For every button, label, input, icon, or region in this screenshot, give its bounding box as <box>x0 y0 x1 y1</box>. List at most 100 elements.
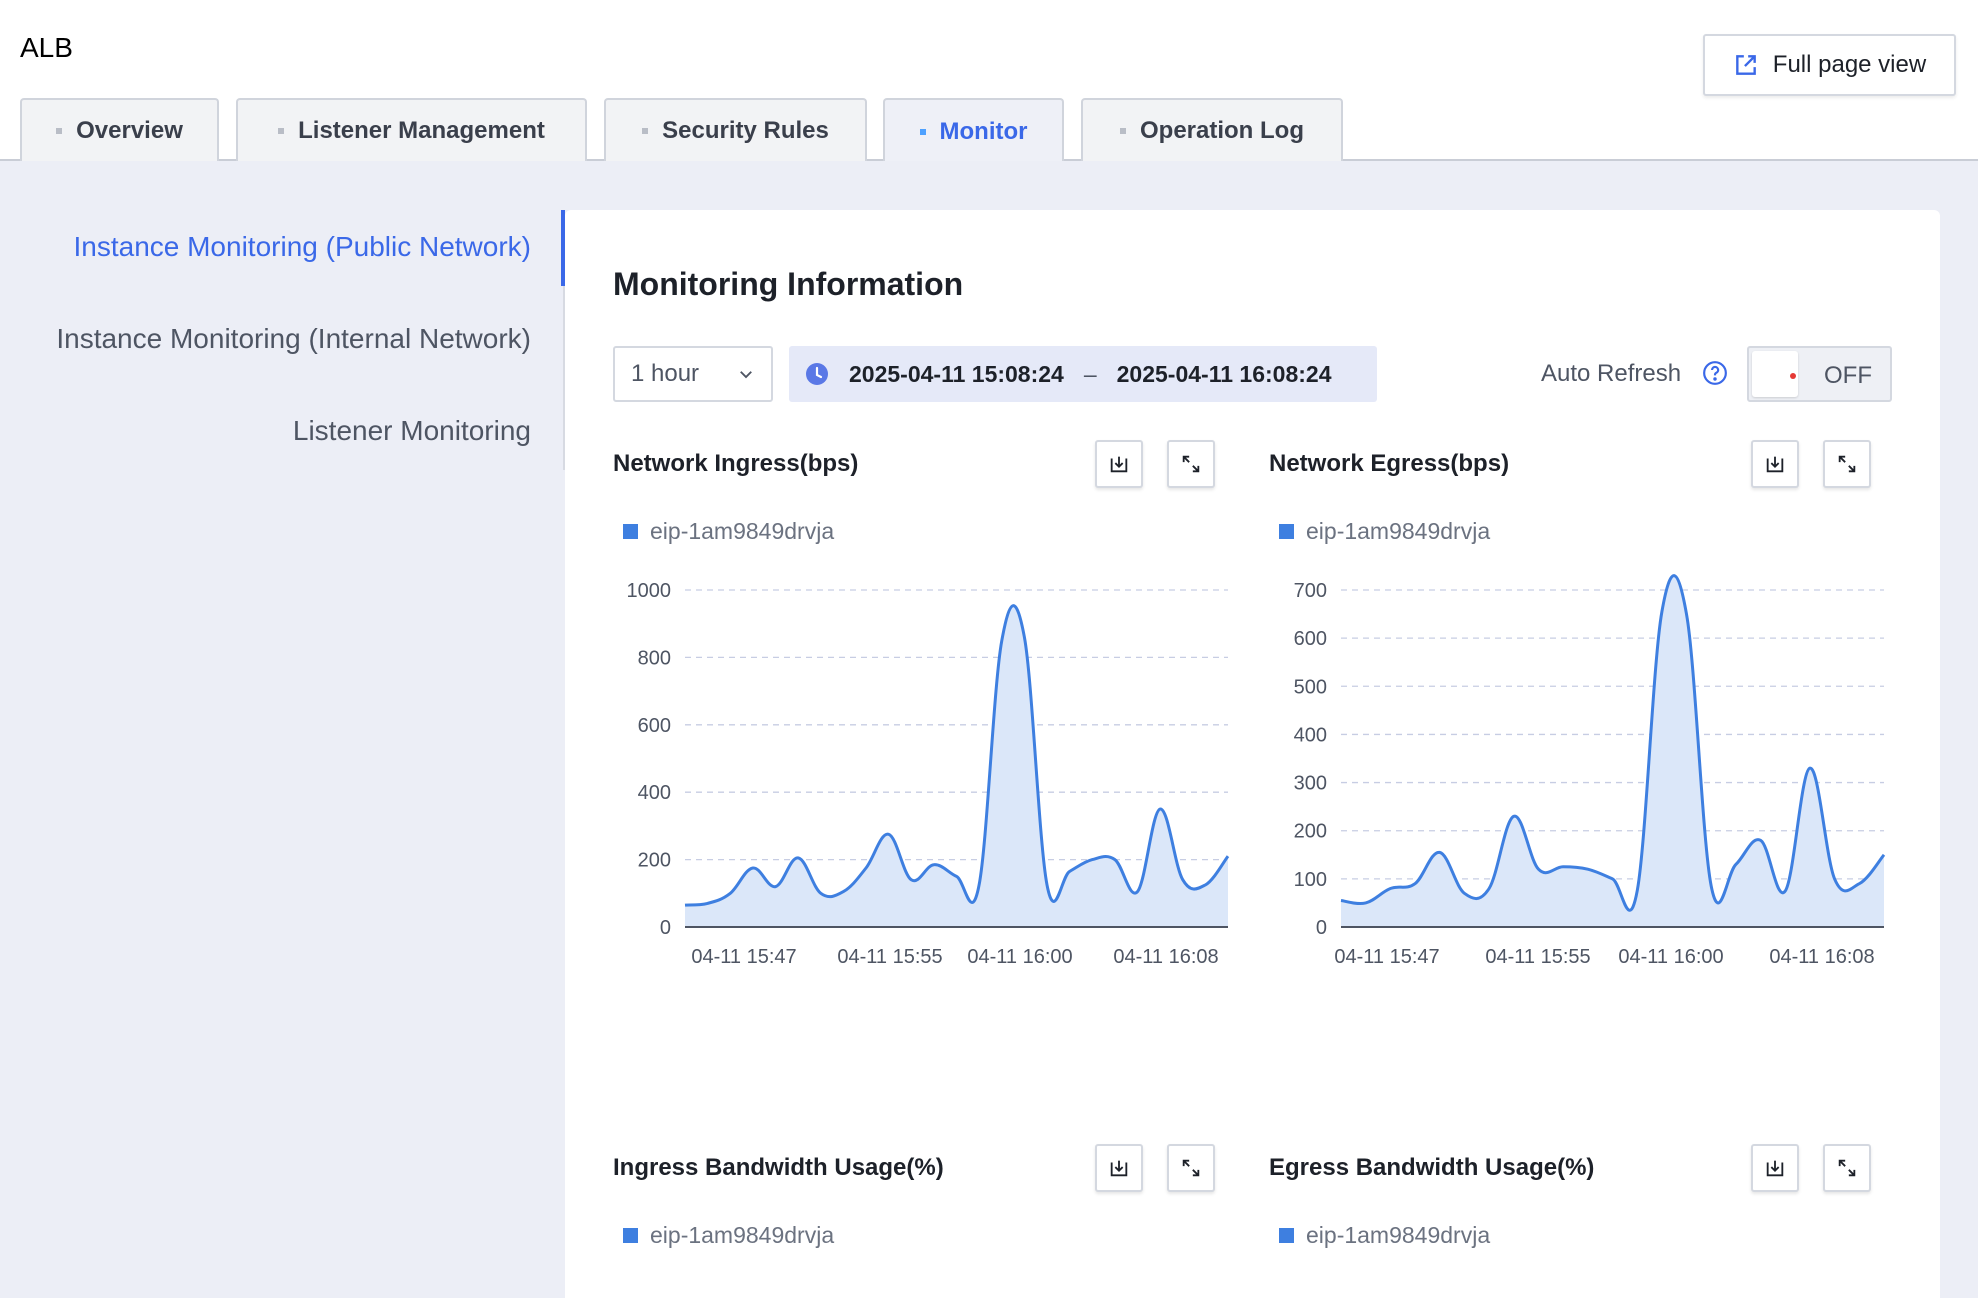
chart-download-button[interactable] <box>1751 1144 1799 1192</box>
full-page-view-button[interactable]: Full page view <box>1703 34 1956 96</box>
chart-download-button[interactable] <box>1095 1144 1143 1192</box>
chart-expand-button[interactable] <box>1167 1144 1215 1192</box>
x-tick-label: 04-11 15:55 <box>1485 946 1590 968</box>
chart-expand-button[interactable] <box>1823 1144 1871 1192</box>
legend-swatch <box>1279 524 1294 539</box>
legend-label: eip-1am9849drvja <box>650 1222 835 1248</box>
series-area <box>685 605 1228 927</box>
x-tick-label: 04-11 15:47 <box>691 946 796 968</box>
expand-icon <box>1182 455 1200 473</box>
question-circle-icon[interactable] <box>1702 360 1728 386</box>
x-tick-label: 04-11 16:08 <box>1769 946 1874 968</box>
download-icon <box>1766 456 1784 473</box>
legend-label: eip-1am9849drvja <box>1306 1222 1491 1248</box>
external-link-icon <box>1735 55 1756 75</box>
chart-ingress-bandwidth-usage: Ingress Bandwidth Usage(%) eip-1am9849dr… <box>613 1144 1233 1298</box>
tab-label: Operation Log <box>1140 116 1304 144</box>
side-nav-divider <box>563 286 565 470</box>
y-tick-label: 600 <box>1294 628 1327 650</box>
legend-swatch <box>1279 1228 1294 1243</box>
tab-monitor[interactable]: Monitor <box>883 98 1064 163</box>
y-tick-label: 100 <box>1294 869 1327 891</box>
expand-icon <box>1838 455 1856 473</box>
chart-download-button[interactable] <box>1095 440 1143 488</box>
side-nav-active-indicator <box>561 210 565 286</box>
chart-download-button[interactable] <box>1751 440 1799 488</box>
chart-network-egress: Network Egress(bps) eip-1am9849drvja 0 10… <box>1269 440 1889 1090</box>
y-tick-label: 200 <box>1294 821 1327 843</box>
tab-label: Monitor <box>939 117 1028 145</box>
y-tick-label: 200 <box>638 850 671 872</box>
y-tick-label: 300 <box>1294 773 1327 795</box>
series-line <box>684 604 1230 907</box>
clock-icon <box>806 363 828 385</box>
tab-dot-icon <box>1120 127 1126 134</box>
chart-network-ingress: Network Ingress(bps) eip-1am9849drvja 0 2… <box>613 440 1233 1090</box>
date-range-picker[interactable]: 2025-04-11 15:08:24 – 2025-04-11 16:08:2… <box>789 346 1377 402</box>
full-page-view-label: Full page view <box>1772 51 1927 78</box>
toggle-state-label: OFF <box>1824 362 1872 389</box>
x-tick-label: 04-11 15:55 <box>837 946 942 968</box>
date-range-start: 2025-04-11 15:08:24 <box>849 360 1064 387</box>
chart-expand-button[interactable] <box>1823 440 1871 488</box>
tab-listener-management[interactable]: Listener Management <box>236 98 587 161</box>
chart-legend[interactable]: eip-1am9849drvja <box>623 518 834 545</box>
chart-title: Egress Bandwidth Usage(%) <box>1269 1154 1595 1181</box>
x-tick-label: 04-11 16:00 <box>1618 946 1723 968</box>
x-tick-label: 04-11 15:47 <box>1334 946 1439 968</box>
chart-legend[interactable]: eip-1am9849drvja <box>1279 518 1490 545</box>
side-nav-item-public-network[interactable]: Instance Monitoring (Public Network) <box>73 231 531 262</box>
panel-title: Monitoring Information <box>613 266 964 302</box>
chart-legend[interactable]: eip-1am9849drvja <box>1279 1222 1490 1249</box>
tab-operation-log[interactable]: Operation Log <box>1081 98 1343 161</box>
tab-dot-icon <box>56 127 63 134</box>
y-tick-label: 400 <box>638 782 671 804</box>
chart-plot: 0 200 400 600 800 1000 04-11 15:47 04-11 15:55 0… <box>627 580 1230 968</box>
auto-refresh-toggle[interactable]: OFF <box>1747 346 1892 402</box>
tab-dot-icon <box>919 128 926 135</box>
auto-refresh-label: Auto Refresh <box>1541 360 1682 387</box>
y-tick-label: 700 <box>1294 580 1327 602</box>
time-range-select-value: 1 hour <box>631 360 700 387</box>
status-dot-icon <box>1790 373 1796 379</box>
date-range-separator: – <box>1083 360 1097 387</box>
tab-label: Overview <box>76 116 183 144</box>
download-icon <box>1110 456 1128 473</box>
chart-title: Network Egress(bps) <box>1269 450 1510 477</box>
side-nav-item-listener-monitoring[interactable]: Listener Monitoring <box>292 415 531 446</box>
tab-label: Security Rules <box>662 116 829 144</box>
tab-overview[interactable]: Overview <box>20 98 219 161</box>
x-tick-label: 04-11 16:08 <box>1113 946 1218 968</box>
chart-title: Network Ingress(bps) <box>613 450 859 477</box>
toggle-knob <box>1752 351 1798 397</box>
chart-title: Ingress Bandwidth Usage(%) <box>613 1154 944 1181</box>
chart-expand-button[interactable] <box>1167 440 1215 488</box>
download-icon <box>1110 1160 1128 1177</box>
legend-swatch <box>623 1228 638 1243</box>
y-tick-label: 0 <box>1316 917 1327 939</box>
tab-security-rules[interactable]: Security Rules <box>604 98 867 161</box>
tab-label: Listener Management <box>298 116 545 144</box>
monitoring-panel: Monitoring Information 1 hour 2025-04-11… <box>565 210 1940 1298</box>
chart-egress-bandwidth-usage: Egress Bandwidth Usage(%) eip-1am9849drv… <box>1269 1144 1889 1298</box>
y-tick-label: 0 <box>660 917 671 939</box>
legend-label: eip-1am9849drvja <box>1306 518 1491 544</box>
side-nav: Instance Monitoring (Public Network) Ins… <box>0 210 565 470</box>
y-tick-label: 600 <box>638 715 671 737</box>
chart-plot: 0 100 200 300 400 500 600 700 04-11 15:47 04-11 1… <box>1294 574 1886 968</box>
date-range-end: 2025-04-11 16:08:24 <box>1116 360 1332 387</box>
chart-legend[interactable]: eip-1am9849drvja <box>623 1222 834 1249</box>
download-icon <box>1766 1160 1784 1177</box>
time-range-select[interactable]: 1 hour <box>613 346 773 402</box>
tab-bar: Overview Listener Management Security Ru… <box>0 96 1978 163</box>
chevron-down-icon <box>740 371 752 379</box>
series-line <box>1340 574 1886 912</box>
legend-label: eip-1am9849drvja <box>650 518 835 544</box>
legend-swatch <box>623 524 638 539</box>
y-tick-label: 800 <box>638 647 671 669</box>
y-tick-label: 500 <box>1294 676 1327 698</box>
tab-dot-icon <box>278 127 285 134</box>
expand-icon <box>1838 1159 1856 1177</box>
side-nav-item-internal-network[interactable]: Instance Monitoring (Internal Network) <box>56 323 531 354</box>
y-tick-label: 400 <box>1294 724 1327 746</box>
